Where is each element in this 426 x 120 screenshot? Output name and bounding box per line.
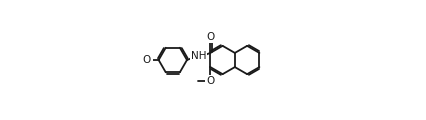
Text: O: O (206, 75, 214, 86)
Text: NH: NH (191, 51, 207, 61)
Text: O: O (142, 55, 151, 65)
Text: O: O (206, 33, 214, 42)
